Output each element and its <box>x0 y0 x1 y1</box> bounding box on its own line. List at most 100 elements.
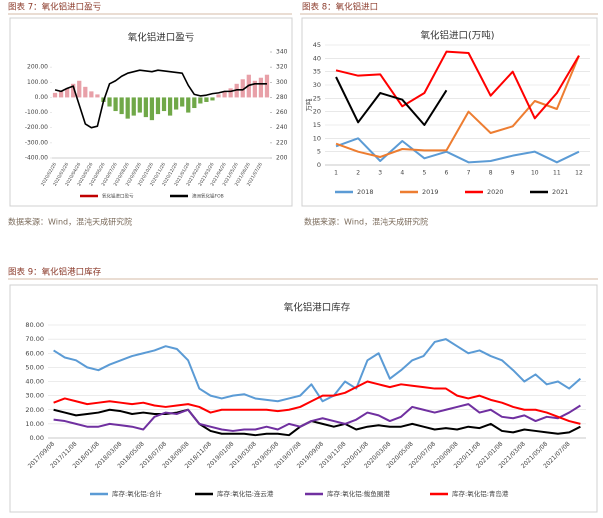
y-tick-label: 100.00 <box>27 79 48 86</box>
y2-tick-label: 260 <box>276 109 288 116</box>
y-tick-label: 70.00 <box>25 335 44 343</box>
bar <box>258 77 264 98</box>
bar <box>107 97 112 107</box>
chart-frame <box>301 17 598 207</box>
y-tick-label: -100.00 <box>25 109 48 116</box>
bar <box>228 88 233 98</box>
source-note: 数据来源：Wind，混沌天成研究院 <box>304 217 428 227</box>
bar <box>216 94 221 98</box>
y-tick-label: 20 <box>313 108 321 116</box>
y-tick-label: 45 <box>313 41 321 49</box>
bar <box>149 97 155 121</box>
bar <box>58 90 64 98</box>
x-tick-label: 12 <box>575 170 583 177</box>
y-axis-label: 万吨 <box>304 98 313 112</box>
y-tick-label: 40 <box>313 54 321 62</box>
y-tick-label: -300.00 <box>25 139 48 146</box>
bar <box>180 97 185 107</box>
bar <box>161 97 167 112</box>
bar <box>167 97 173 116</box>
y-tick-label: 0.00 <box>30 434 44 442</box>
x-tick-label: 3 <box>378 170 382 177</box>
figure-caption: 图表 8：氧化铝进口 <box>302 2 378 13</box>
bar <box>137 97 142 113</box>
bar <box>240 79 245 98</box>
bar <box>155 97 161 115</box>
x-tick-label: 9 <box>511 170 515 177</box>
series-line <box>53 403 581 432</box>
x-tick-label: 11 <box>553 170 561 177</box>
bar <box>113 97 118 112</box>
y2-tick-label: 320 <box>276 64 288 71</box>
series-line <box>335 50 580 120</box>
legend-label: 库存:氧化铝:青岛港 <box>452 489 509 498</box>
x-tick-label: 7 <box>467 170 471 177</box>
y-tick-label: 35 <box>313 68 321 76</box>
y-tick-label: 50.00 <box>25 363 44 371</box>
y2-tick-label: 340 <box>276 49 288 56</box>
x-tick-label: 8 <box>489 170 493 177</box>
y-tick-label: 10 <box>313 134 321 142</box>
legend-label: 库存:氧化铝:鲅鱼圈港 <box>327 489 390 498</box>
x-tick-label: 5 <box>422 170 426 177</box>
y-tick-label: 30.00 <box>25 392 44 400</box>
legend-label: 澳洲氧化铝FOB <box>192 193 224 200</box>
chart-title: 氧化铝港口库存 <box>284 302 351 314</box>
y-tick-label: -400.00 <box>25 155 48 162</box>
y2-tick-label: 300 <box>276 79 288 86</box>
bar <box>210 97 215 101</box>
legend-label: 库存:氧化铝:合计 <box>112 489 162 498</box>
bar <box>252 80 257 98</box>
y-tick-label: -200.00 <box>25 124 48 131</box>
x-tick-label: 2 <box>356 170 360 177</box>
x-tick-label: 6 <box>445 170 449 177</box>
y-tick-label: 200.00 <box>27 64 48 71</box>
y2-tick-label: 280 <box>276 94 288 101</box>
y-tick-label: 80.00 <box>25 321 44 329</box>
bar <box>52 92 58 98</box>
y2-tick-label: 220 <box>276 139 288 146</box>
y2-tick-label: 240 <box>276 124 288 131</box>
figure-caption: 图表 7：氧化铝进口盈亏 <box>8 2 101 13</box>
series-line <box>53 338 582 403</box>
bar <box>198 97 203 104</box>
series-line <box>53 408 581 437</box>
y-tick-label: 25 <box>313 94 321 102</box>
legend-label: 氧化铝进口盈亏 <box>102 193 134 200</box>
series-line <box>335 137 580 164</box>
bar <box>222 91 227 98</box>
y-tick-label: 5 <box>317 148 321 156</box>
chart-title: 氧化铝进口(万吨) <box>421 30 495 42</box>
legend-label: 库存:氧化铝:连云港 <box>217 489 274 498</box>
y-tick-label: 0 <box>317 161 321 169</box>
y-tick-label: 60.00 <box>25 349 44 357</box>
series-line <box>54 69 267 129</box>
series-line <box>53 380 581 425</box>
bar <box>89 91 94 98</box>
bar <box>119 97 124 115</box>
x-tick-label: 4 <box>400 170 404 177</box>
bar <box>204 97 209 102</box>
bar <box>192 97 197 109</box>
bar <box>83 86 88 98</box>
y-tick-label: 20.00 <box>25 406 44 414</box>
legend-label: 2020 <box>487 188 504 196</box>
series-line <box>335 76 448 126</box>
chart-title: 氧化铝进口盈亏 <box>128 32 195 44</box>
bar <box>77 80 82 98</box>
y-tick-label: 0.00 <box>35 94 49 101</box>
y-tick-label: 30 <box>313 81 321 89</box>
legend-label: 2018 <box>357 188 374 196</box>
x-tick-label: 1 <box>334 170 338 177</box>
y-tick-label: 10.00 <box>25 420 44 428</box>
bar <box>95 94 100 98</box>
bar <box>186 97 191 113</box>
series-line <box>335 55 580 158</box>
bar <box>264 74 270 98</box>
bar <box>174 97 179 110</box>
y-tick-label: 15 <box>313 121 321 129</box>
source-note: 数据来源：Wind，混沌天成研究院 <box>8 217 132 227</box>
legend-label: 2019 <box>422 188 439 196</box>
y-tick-label: 40.00 <box>25 378 44 386</box>
